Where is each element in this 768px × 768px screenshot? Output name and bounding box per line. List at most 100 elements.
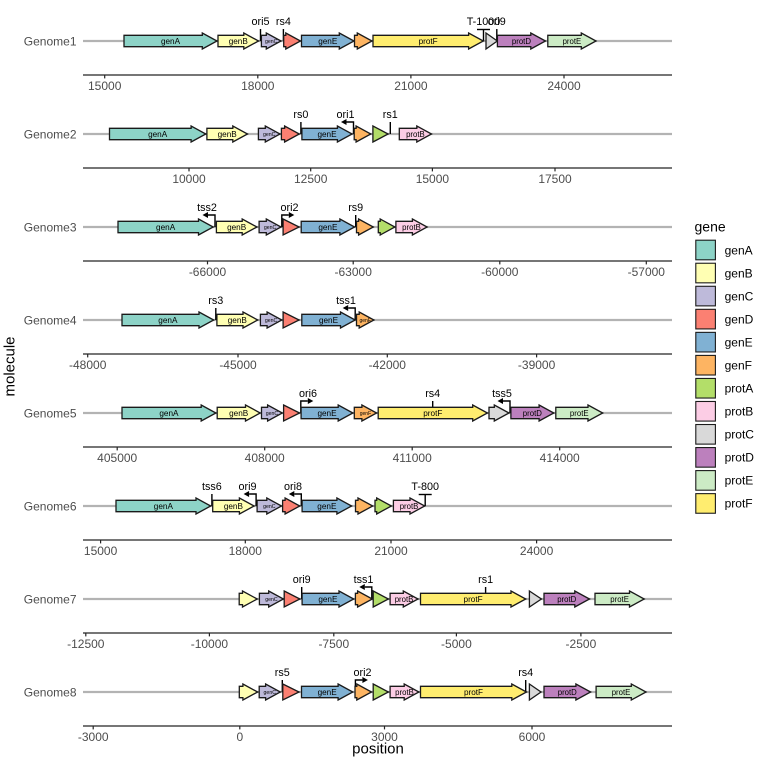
svg-text:-48000: -48000 <box>69 358 107 372</box>
svg-text:ori2: ori2 <box>280 202 298 214</box>
svg-text:21000: 21000 <box>374 544 408 558</box>
svg-text:Genome4: Genome4 <box>24 313 77 327</box>
svg-text:genC: genC <box>264 690 277 696</box>
svg-text:genB: genB <box>228 316 248 325</box>
svg-text:3000: 3000 <box>371 730 398 744</box>
svg-text:protE: protE <box>610 595 629 604</box>
svg-text:protB: protB <box>725 405 754 419</box>
svg-text:17500: 17500 <box>538 172 572 186</box>
svg-text:genB: genB <box>224 502 244 511</box>
svg-text:genB: genB <box>725 266 753 280</box>
svg-text:position: position <box>352 741 404 758</box>
svg-text:genC: genC <box>725 289 754 303</box>
svg-text:protF: protF <box>464 595 483 604</box>
svg-text:genB: genB <box>227 223 247 232</box>
svg-text:ori6: ori6 <box>299 388 317 400</box>
svg-text:gene: gene <box>695 219 726 235</box>
svg-text:T-800: T-800 <box>411 481 439 493</box>
svg-text:Genome5: Genome5 <box>24 406 77 420</box>
svg-text:genE: genE <box>317 130 337 139</box>
svg-text:rs1: rs1 <box>383 109 398 121</box>
svg-text:protE: protE <box>612 688 631 697</box>
svg-text:rs4: rs4 <box>518 667 533 679</box>
svg-text:genC: genC <box>263 132 276 138</box>
svg-text:genC: genC <box>266 411 279 417</box>
svg-text:-10000: -10000 <box>191 637 229 651</box>
svg-text:protE: protE <box>563 37 582 46</box>
svg-text:genB: genB <box>229 37 249 46</box>
svg-text:-66000: -66000 <box>189 265 227 279</box>
svg-text:protF: protF <box>464 688 483 697</box>
svg-text:15000: 15000 <box>416 172 450 186</box>
svg-text:protF: protF <box>423 409 442 418</box>
svg-text:genA: genA <box>156 223 176 232</box>
svg-text:ori5: ori5 <box>251 16 269 28</box>
svg-text:Genome3: Genome3 <box>24 220 77 234</box>
svg-text:ori2: ori2 <box>353 667 371 679</box>
svg-text:ori1: ori1 <box>336 109 354 121</box>
svg-text:genE: genE <box>318 223 338 232</box>
svg-text:-45000: -45000 <box>219 358 257 372</box>
svg-text:genB: genB <box>218 130 238 139</box>
svg-text:tss6: tss6 <box>202 481 222 493</box>
svg-text:tss1: tss1 <box>336 295 356 307</box>
svg-text:-7500: -7500 <box>318 637 349 651</box>
svg-text:Genome8: Genome8 <box>24 685 77 699</box>
svg-text:-2500: -2500 <box>566 637 597 651</box>
svg-text:ori9: ori9 <box>488 16 506 28</box>
svg-text:-42000: -42000 <box>369 358 407 372</box>
svg-text:protD: protD <box>512 37 531 46</box>
svg-text:genF: genF <box>725 359 752 373</box>
svg-text:protB: protB <box>402 223 421 232</box>
svg-text:ori9: ori9 <box>293 574 311 586</box>
svg-text:Genome2: Genome2 <box>24 127 77 141</box>
svg-text:rs0: rs0 <box>293 109 308 121</box>
svg-text:genE: genE <box>317 502 337 511</box>
svg-text:411000: 411000 <box>393 451 432 465</box>
svg-text:Genome6: Genome6 <box>24 499 77 513</box>
svg-text:408000: 408000 <box>245 451 285 465</box>
svg-text:10000: 10000 <box>172 172 206 186</box>
svg-text:protB: protB <box>406 130 425 139</box>
svg-text:tss1: tss1 <box>354 574 374 586</box>
svg-text:rs5: rs5 <box>275 667 290 679</box>
svg-text:protE: protE <box>570 409 589 418</box>
svg-text:genC: genC <box>265 318 278 324</box>
svg-text:tss5: tss5 <box>492 388 512 400</box>
svg-text:genF: genF <box>360 411 371 417</box>
svg-text:genE: genE <box>318 595 338 604</box>
svg-text:protE: protE <box>725 474 754 488</box>
svg-text:genE: genE <box>318 37 338 46</box>
svg-text:molecule: molecule <box>2 336 19 396</box>
svg-text:protF: protF <box>419 37 438 46</box>
svg-text:rs4: rs4 <box>276 16 291 28</box>
svg-text:genE: genE <box>319 316 339 325</box>
svg-text:rs1: rs1 <box>478 574 493 586</box>
svg-text:T-1000: T-1000 <box>467 16 501 28</box>
svg-text:rs3: rs3 <box>208 295 223 307</box>
svg-text:genC: genC <box>264 225 277 231</box>
svg-text:21000: 21000 <box>394 79 428 93</box>
svg-text:genC: genC <box>265 39 278 45</box>
svg-text:protD: protD <box>558 688 577 697</box>
svg-text:12500: 12500 <box>294 172 328 186</box>
svg-text:Genome1: Genome1 <box>24 34 77 48</box>
svg-text:protA: protA <box>725 382 754 396</box>
svg-text:414000: 414000 <box>540 451 580 465</box>
svg-text:-60000: -60000 <box>481 265 519 279</box>
svg-text:genA: genA <box>154 502 174 511</box>
svg-text:-39000: -39000 <box>518 358 556 372</box>
svg-text:genD: genD <box>725 312 754 326</box>
svg-text:24000: 24000 <box>520 544 554 558</box>
svg-text:15000: 15000 <box>84 544 118 558</box>
svg-text:genF: genF <box>359 318 370 324</box>
svg-text:ori8: ori8 <box>284 481 302 493</box>
svg-text:15000: 15000 <box>88 79 122 93</box>
svg-text:-3000: -3000 <box>78 730 109 744</box>
svg-text:protB: protB <box>400 502 419 511</box>
svg-text:-63000: -63000 <box>335 265 373 279</box>
svg-text:genE: genE <box>317 409 337 418</box>
svg-text:genA: genA <box>159 409 179 418</box>
svg-text:genE: genE <box>318 688 338 697</box>
svg-text:405000: 405000 <box>97 451 137 465</box>
